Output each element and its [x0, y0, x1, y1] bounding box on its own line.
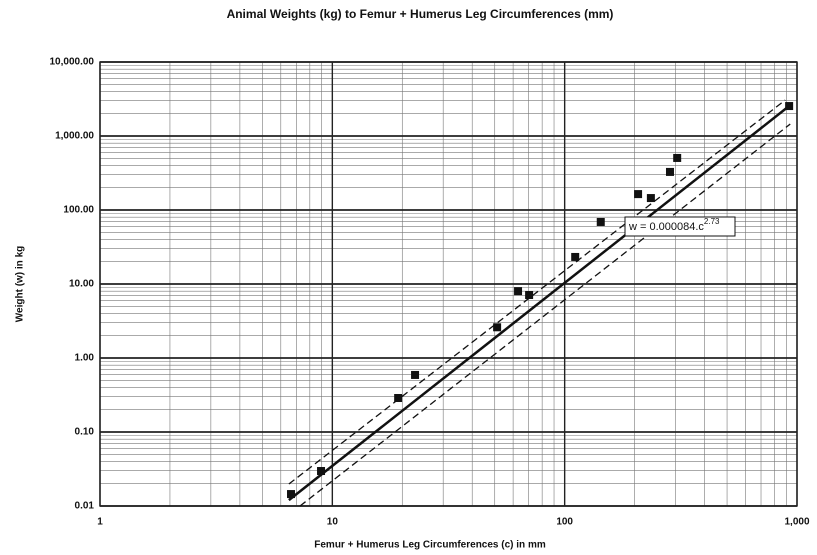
point — [514, 287, 523, 296]
point — [596, 217, 605, 226]
x-tick-label: 100 — [556, 517, 573, 528]
y-tick-label: 0.10 — [75, 427, 95, 438]
fit-line — [299, 123, 791, 507]
point — [525, 291, 534, 300]
point — [634, 190, 643, 199]
point — [673, 153, 682, 162]
chart-title: Animal Weights (kg) to Femur + Humerus L… — [227, 7, 614, 21]
point — [646, 194, 655, 203]
point — [665, 167, 674, 176]
y-tick-label: 1.00 — [75, 353, 95, 364]
x-tick-label: 1 — [97, 517, 103, 528]
point — [394, 394, 403, 403]
y-tick-label: 0.01 — [75, 501, 95, 512]
point — [785, 102, 794, 111]
y-tick-label: 100.00 — [63, 205, 94, 216]
y-tick-label: 10,000.00 — [50, 57, 95, 68]
annotation-box — [624, 216, 736, 237]
annotation-superscript: 2.73 — [704, 217, 720, 226]
y-axis-label: Weight (w) in kg — [15, 246, 26, 322]
point — [287, 490, 296, 499]
annotation-text: w = 0.000084.c2.73 — [628, 217, 720, 233]
plot-frame — [99, 61, 798, 507]
fit-line — [288, 99, 786, 485]
point — [411, 370, 420, 379]
fit-line — [288, 105, 790, 502]
x-tick-label: 10 — [327, 517, 339, 528]
point — [317, 467, 326, 476]
annotation-main: w = 0.000084.c — [628, 221, 704, 233]
x-tick-label: 1,000 — [784, 517, 809, 528]
x-axis-label: Femur + Humerus Leg Circumferences (c) i… — [314, 540, 546, 551]
y-tick-label: 1,000.00 — [55, 131, 94, 142]
point — [571, 252, 580, 261]
point — [493, 323, 502, 332]
annotation: w = 0.000084.c2.73 — [624, 216, 736, 237]
y-tick-label: 10.00 — [69, 279, 94, 290]
